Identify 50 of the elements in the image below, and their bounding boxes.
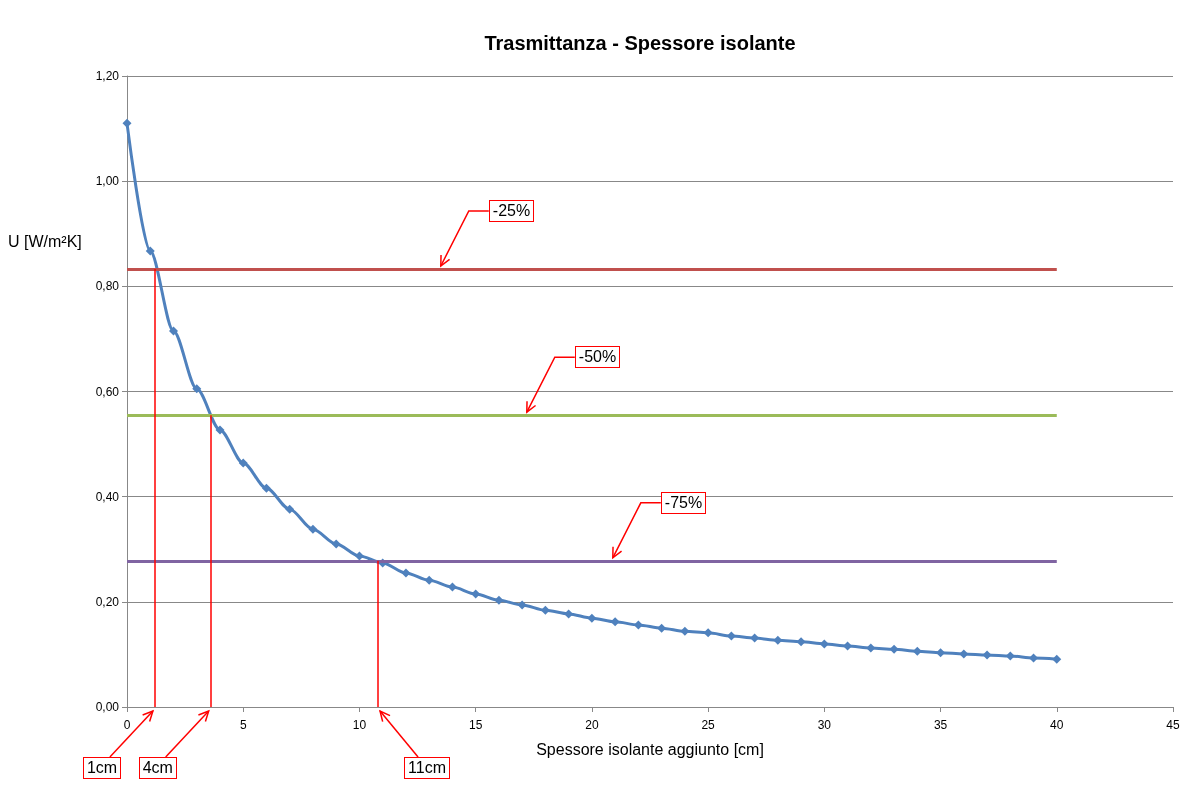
point bbox=[587, 613, 597, 623]
point bbox=[494, 595, 504, 605]
annotation: 11cm bbox=[404, 757, 450, 779]
annotation: 4cm bbox=[138, 757, 177, 779]
point bbox=[959, 649, 969, 659]
point bbox=[866, 643, 876, 653]
y-tick-label: 0,40 bbox=[95, 489, 120, 504]
point bbox=[1052, 654, 1062, 664]
point bbox=[215, 425, 225, 435]
point bbox=[354, 551, 364, 561]
x-tick-label: 25 bbox=[701, 718, 716, 732]
point bbox=[401, 568, 411, 578]
point bbox=[424, 575, 434, 585]
y-tick-label: 1,20 bbox=[95, 69, 120, 83]
point bbox=[912, 646, 922, 656]
x-tick-label: 40 bbox=[1050, 718, 1064, 732]
point bbox=[122, 118, 132, 128]
annotation: -25% bbox=[488, 199, 535, 222]
point bbox=[285, 504, 295, 514]
x-axis-title: Spessore isolante aggiunto [cm] bbox=[536, 740, 764, 758]
y-tick-label: 0,80 bbox=[95, 279, 120, 294]
point bbox=[517, 600, 527, 610]
x-tick-label: 15 bbox=[468, 718, 483, 732]
y-axis-title: U [W/m²K] bbox=[8, 233, 82, 251]
point bbox=[238, 458, 248, 468]
annotation: -75% bbox=[660, 491, 707, 514]
point bbox=[657, 623, 667, 633]
point bbox=[540, 605, 550, 615]
x-tick-label: 10 bbox=[352, 718, 367, 732]
chart-title: Trasmittanza - Spessore isolante bbox=[484, 32, 796, 54]
point bbox=[192, 384, 202, 394]
point bbox=[308, 524, 318, 534]
x-tick-label: 30 bbox=[817, 718, 832, 732]
y-tick-label: 0,00 bbox=[95, 700, 120, 714]
x-tick-label: 45 bbox=[1166, 718, 1180, 732]
annotation: 1cm bbox=[82, 757, 122, 779]
y-tick-label: 1,00 bbox=[95, 174, 120, 189]
point bbox=[331, 539, 341, 549]
y-tick-label: 0,60 bbox=[95, 384, 120, 399]
x-tick-label: 35 bbox=[933, 718, 948, 732]
point bbox=[168, 326, 178, 336]
y-tick-label: 0,20 bbox=[95, 594, 120, 609]
point bbox=[889, 644, 899, 654]
point bbox=[145, 246, 155, 256]
point bbox=[982, 650, 992, 660]
x-tick-label: 5 bbox=[239, 718, 247, 732]
annotation: -50% bbox=[574, 346, 621, 369]
x-tick-label: 0 bbox=[123, 718, 131, 732]
x-tick-label: 20 bbox=[585, 718, 599, 732]
point bbox=[261, 483, 271, 493]
